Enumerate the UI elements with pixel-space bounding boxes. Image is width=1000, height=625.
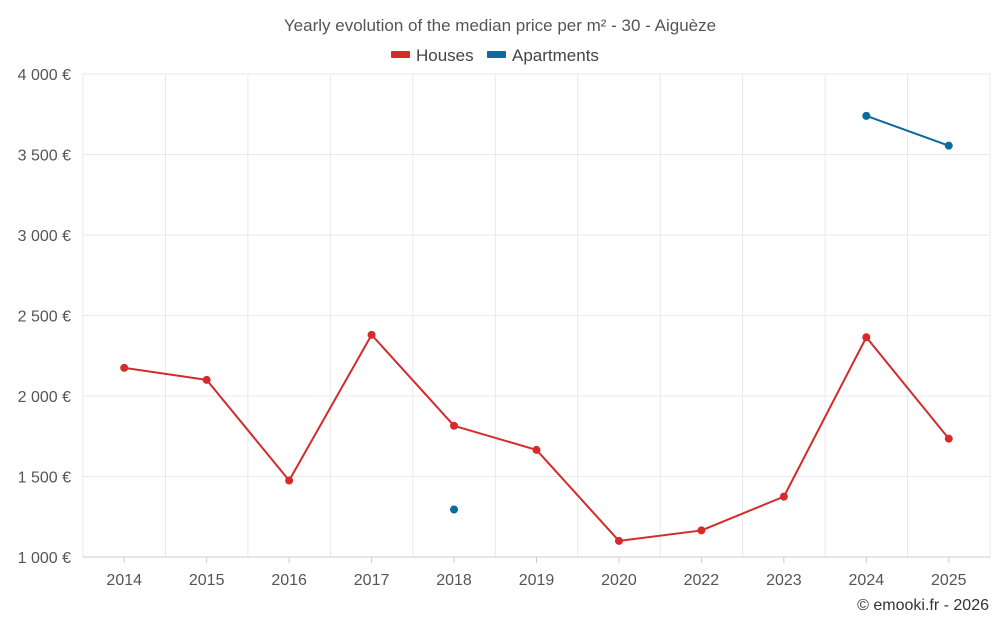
x-tick-label: 2025 [931,572,967,589]
data-point-houses[interactable] [202,375,211,384]
series-line-apartments [865,114,950,147]
x-tick-label: 2019 [519,572,555,589]
x-tick-label: 2023 [766,572,802,589]
gridlines [82,73,991,557]
y-tick-label: 1 500 € [18,470,71,487]
x-tick-label: 2020 [601,572,637,589]
series-apartments [450,111,953,514]
x-tick-label: 2022 [684,572,720,589]
y-tick-label: 4 000 € [18,67,71,84]
data-point-houses[interactable] [779,492,788,501]
legend-item-apartments[interactable]: Apartments [487,46,599,65]
data-point-houses[interactable] [532,445,541,454]
data-point-houses[interactable] [367,330,376,339]
data-point-houses[interactable] [697,526,706,535]
data-point-houses[interactable] [862,333,871,342]
x-tick-label: 2014 [106,572,142,589]
legend-label-apartments: Apartments [512,46,599,65]
series-houses [120,330,953,545]
y-tick-label: 3 000 € [18,228,71,245]
x-tick-label: 2018 [436,572,472,589]
legend: Houses Apartments [391,46,599,65]
legend-item-houses[interactable]: Houses [391,46,474,65]
chart-title: Yearly evolution of the median price per… [284,16,716,35]
y-tick-label: 3 500 € [18,148,71,165]
data-point-houses[interactable] [285,476,294,485]
data-point-houses[interactable] [614,536,623,545]
x-tick-label: 2015 [189,572,225,589]
data-point-apartments[interactable] [450,505,459,514]
y-tick-label: 1 000 € [18,550,71,567]
legend-label-houses: Houses [416,46,474,65]
data-point-houses[interactable] [120,363,129,372]
series [120,111,953,545]
y-tick-label: 2 000 € [18,389,71,406]
y-tick-label: 2 500 € [18,309,71,326]
data-point-houses[interactable] [450,421,459,430]
legend-swatch-apartments [487,51,506,58]
x-tick-label: 2016 [271,572,307,589]
x-tick-label: 2017 [354,572,390,589]
x-tick-label: 2024 [849,572,885,589]
credit-text: © emooki.fr - 2026 [857,597,989,614]
data-point-houses[interactable] [944,434,953,443]
legend-swatch-houses [391,51,410,58]
data-point-apartments[interactable] [944,141,953,150]
axes: 1 000 € 1 500 € 2 000 € 2 500 € 3 000 € 3 500… [18,67,990,589]
data-point-apartments[interactable] [862,111,871,120]
